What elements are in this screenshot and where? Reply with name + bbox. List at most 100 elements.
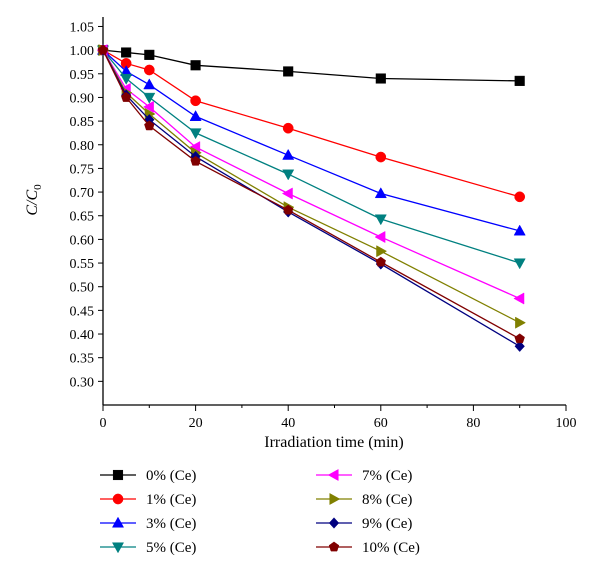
data-point [189,128,202,140]
legend-marker [327,468,339,482]
series-line [102,49,520,264]
y-axis-title-subscript: 0 [32,184,44,190]
y-tick-label: 0.85 [70,115,95,130]
data-point [514,333,525,344]
legend-item: 1% (Ce) [100,492,196,508]
data-point [513,292,525,305]
y-tick-label: 0.55 [70,257,95,272]
y-tick-label: 0.50 [70,281,95,296]
legend-item: 7% (Ce) [316,468,412,484]
data-point [190,95,201,107]
y-tick-label: 0.70 [70,186,95,201]
data-point [514,340,525,352]
data-point [283,66,294,77]
data-point [514,75,525,86]
data-point [513,258,526,270]
data-point [282,122,294,134]
legend-label: 7% (Ce) [362,468,412,484]
data-point [374,187,387,199]
y-tick-label: 1.05 [70,20,95,35]
series-layer [96,43,527,352]
legend-item: 0% (Ce) [100,468,196,484]
data-point [142,100,154,113]
data-point [375,256,386,267]
x-tick-label: 60 [374,416,388,431]
legend-label: 10% (Ce) [362,540,420,556]
legend-item: 8% (Ce) [316,492,412,508]
data-point [97,44,109,55]
data-point [375,151,387,163]
legend-marker [111,542,125,554]
y-tick-label: 0.90 [70,91,95,106]
y-tick-label: 0.40 [70,328,95,343]
data-point [189,110,202,121]
data-point [190,60,201,71]
y-tick-label: 0.65 [70,210,95,225]
legend-label: 0% (Ce) [146,468,196,484]
data-point [281,187,293,200]
y-tick-label: 1.00 [70,44,95,59]
legend-label: 5% (Ce) [146,540,196,556]
legend-marker [328,541,340,552]
series-7 [97,44,525,344]
data-point [144,120,155,131]
x-tick-label: 80 [466,416,480,431]
y-tick-label: 0.30 [70,375,95,390]
data-point [144,49,155,60]
data-point [375,73,386,84]
x-tick-label: 0 [100,416,107,431]
legend-item: 9% (Ce) [316,516,412,532]
legend-marker [111,516,125,528]
y-axis-title: C/C0 [24,184,44,216]
legend-label: 1% (Ce) [146,492,196,508]
y-tick-label: 0.75 [70,162,95,177]
data-point [121,47,132,58]
legend-item: 10% (Ce) [316,540,420,556]
series-line [102,49,520,82]
series-1 [97,44,526,203]
x-axis-title: Irradiation time (min) [264,434,404,451]
series-line [102,49,521,340]
y-tick-label: 0.35 [70,352,95,367]
x-tick-label: 40 [281,416,295,431]
series-line [102,49,520,300]
legend-marker [329,492,341,506]
legend-marker [112,493,124,505]
data-point [282,169,295,181]
data-point [374,214,387,226]
data-point [514,191,526,203]
series-4 [96,44,525,305]
legend-label: 9% (Ce) [362,516,412,532]
data-point [143,78,156,90]
data-point [374,230,386,244]
x-tick-label: 100 [556,416,577,431]
y-tick-label: 0.95 [70,68,95,83]
data-point [513,224,526,236]
legend-label: 8% (Ce) [362,492,412,508]
axes: 0 20 40 60 80 100 0.30 0.35 0.40 0.45 0.50 0.55 0.60… [70,17,577,431]
series-line [102,49,520,198]
y-tick-label: 0.45 [70,304,95,319]
legend-marker [112,469,124,481]
data-point [143,64,155,76]
series-line [102,49,521,347]
data-point [283,204,294,215]
data-point [515,316,527,329]
legend-item: 3% (Ce) [100,516,196,532]
x-tick-label: 20 [189,416,203,431]
data-point [376,245,388,258]
series-0 [97,45,525,86]
data-point [143,92,156,104]
y-tick-label: 0.80 [70,139,95,154]
series-line [102,49,520,324]
data-point [121,91,132,102]
data-point [120,73,133,85]
legend-item: 5% (Ce) [100,540,196,556]
y-tick-label: 0.60 [70,233,95,248]
legend-label: 3% (Ce) [146,516,196,532]
y-axis-title-main: C/C [24,190,41,216]
data-point [282,148,295,160]
legend-marker [328,517,340,529]
